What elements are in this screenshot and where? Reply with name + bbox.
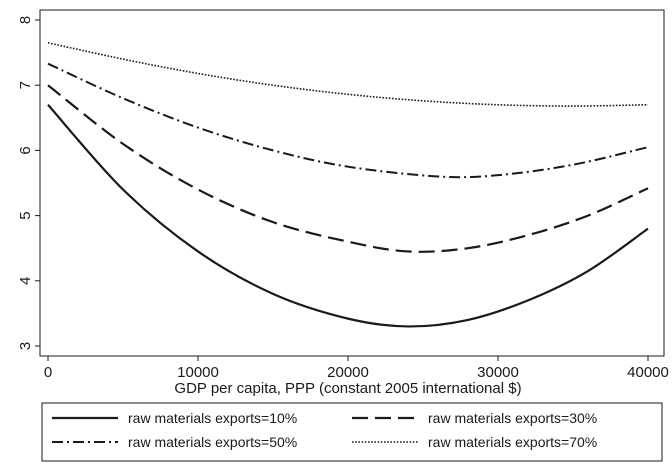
y-tick-label: 7	[17, 81, 34, 89]
y-tick-label: 6	[17, 146, 34, 154]
legend-label-1: raw materials exports=10%	[128, 410, 297, 426]
y-tick-label: 8	[17, 16, 34, 24]
y-tick-label: 4	[17, 277, 34, 285]
axes: 0 10000 20000 30000 40000 3 4 5 6 7 8	[17, 9, 669, 381]
x-tick-label: 10000	[177, 364, 219, 381]
x-tick-label: 20000	[327, 364, 369, 381]
plot-frame	[39, 9, 665, 357]
series-line-4	[47, 42, 649, 107]
legend-label-4: raw materials exports=70%	[428, 434, 597, 450]
legend: raw materials exports=10% raw materials e…	[41, 402, 663, 462]
x-tick-label: 30000	[477, 364, 519, 381]
legend-label-3: raw materials exports=50%	[128, 434, 297, 450]
y-tick-label: 3	[17, 342, 34, 350]
legend-label-2: raw materials exports=30%	[428, 410, 597, 426]
y-tick-label: 5	[17, 211, 34, 219]
series-lines	[47, 42, 649, 328]
x-tick-label: 40000	[627, 364, 669, 381]
x-axis-title: GDP per capita, PPP (constant 2005 inter…	[174, 380, 521, 397]
x-tick-label: 0	[44, 364, 52, 381]
series-line-2	[47, 84, 649, 253]
series-line-1	[47, 104, 649, 328]
series-line-3	[47, 62, 649, 179]
legend-box	[41, 402, 663, 462]
